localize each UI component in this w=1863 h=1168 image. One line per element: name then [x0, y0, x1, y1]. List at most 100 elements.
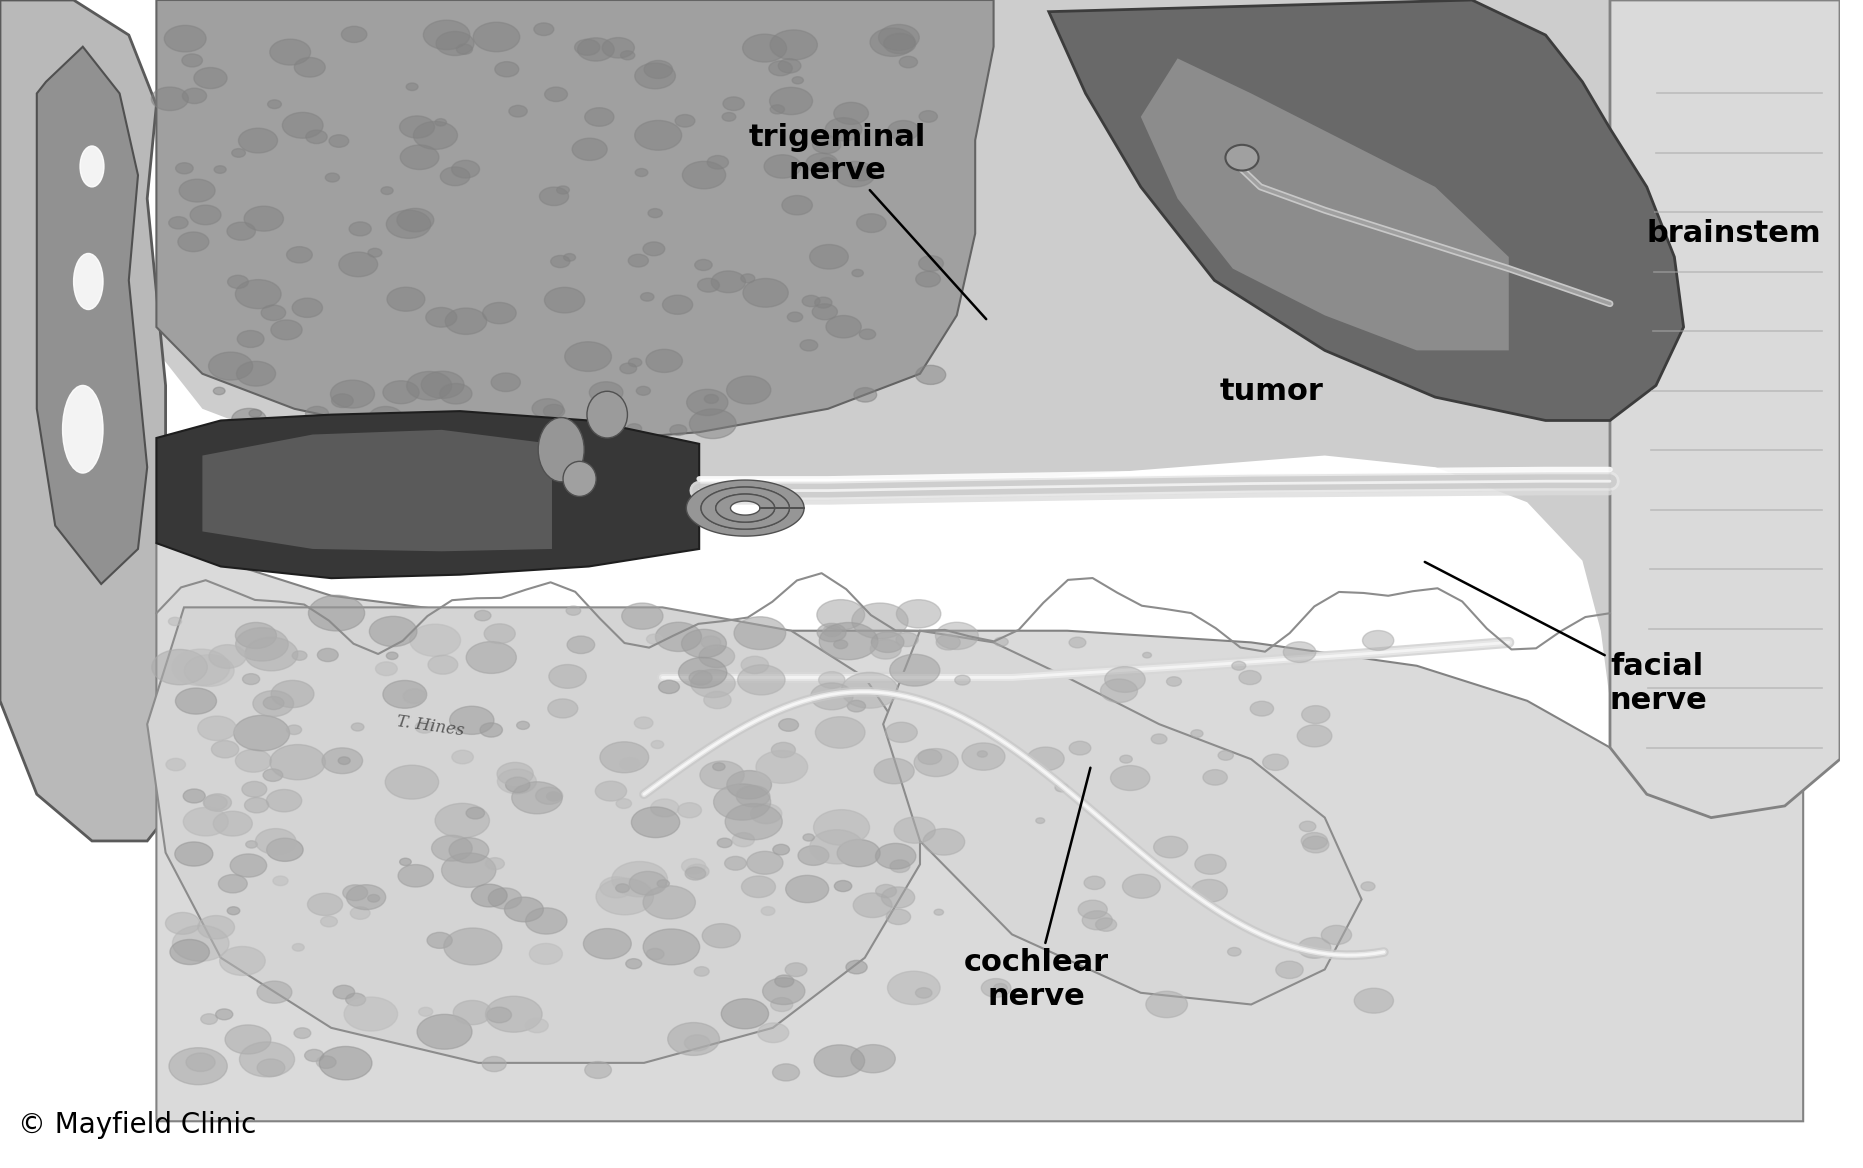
Circle shape — [738, 665, 784, 695]
Circle shape — [486, 857, 505, 870]
Circle shape — [250, 409, 261, 417]
Circle shape — [883, 34, 917, 54]
Circle shape — [784, 962, 807, 976]
Ellipse shape — [75, 253, 102, 310]
Polygon shape — [156, 411, 699, 578]
Circle shape — [481, 723, 503, 737]
Circle shape — [818, 672, 846, 688]
Circle shape — [695, 259, 712, 271]
Circle shape — [769, 105, 784, 114]
Circle shape — [1299, 938, 1330, 958]
Circle shape — [428, 411, 475, 440]
Circle shape — [386, 765, 438, 799]
Circle shape — [622, 603, 663, 630]
Circle shape — [428, 655, 458, 674]
Circle shape — [697, 278, 719, 292]
Circle shape — [814, 1045, 864, 1077]
Circle shape — [326, 173, 339, 182]
Circle shape — [255, 828, 296, 854]
Circle shape — [658, 680, 680, 694]
Circle shape — [564, 342, 611, 371]
Circle shape — [922, 828, 965, 855]
Circle shape — [859, 329, 876, 340]
Polygon shape — [700, 487, 790, 529]
Circle shape — [186, 1054, 214, 1071]
Circle shape — [209, 352, 253, 380]
Circle shape — [816, 599, 864, 630]
Circle shape — [674, 114, 695, 127]
Circle shape — [656, 623, 702, 652]
Circle shape — [341, 27, 367, 42]
Circle shape — [851, 603, 907, 639]
Circle shape — [347, 884, 386, 910]
Circle shape — [237, 361, 276, 387]
Circle shape — [266, 790, 302, 812]
Circle shape — [626, 424, 641, 433]
Circle shape — [483, 1057, 507, 1072]
Circle shape — [388, 287, 425, 311]
Circle shape — [900, 56, 917, 68]
Circle shape — [851, 270, 863, 277]
Circle shape — [725, 804, 782, 840]
Circle shape — [723, 112, 736, 121]
Circle shape — [257, 981, 292, 1003]
Circle shape — [473, 22, 520, 51]
Circle shape — [825, 118, 863, 141]
Circle shape — [1263, 755, 1289, 771]
Circle shape — [231, 854, 266, 877]
Circle shape — [876, 843, 917, 869]
Circle shape — [648, 209, 663, 217]
Circle shape — [628, 255, 648, 267]
Circle shape — [235, 279, 281, 308]
Circle shape — [799, 340, 818, 350]
Polygon shape — [686, 480, 805, 536]
Circle shape — [449, 837, 488, 863]
Circle shape — [836, 840, 879, 867]
Circle shape — [704, 691, 730, 709]
Circle shape — [537, 787, 563, 805]
Circle shape — [741, 273, 755, 283]
Circle shape — [1302, 836, 1328, 853]
Circle shape — [699, 645, 734, 668]
Circle shape — [432, 835, 471, 861]
Circle shape — [682, 858, 706, 874]
Circle shape — [488, 888, 522, 909]
Circle shape — [496, 62, 518, 77]
Text: T. Hines: T. Hines — [395, 714, 466, 739]
Circle shape — [894, 818, 935, 843]
Circle shape — [505, 897, 544, 922]
Circle shape — [741, 656, 769, 674]
Circle shape — [1300, 833, 1328, 849]
Circle shape — [816, 717, 864, 749]
Circle shape — [287, 725, 302, 735]
Circle shape — [306, 406, 328, 420]
Circle shape — [714, 784, 771, 820]
Text: brainstem: brainstem — [1647, 220, 1822, 248]
Circle shape — [453, 750, 473, 764]
Circle shape — [1110, 765, 1149, 791]
Circle shape — [1362, 631, 1394, 651]
Circle shape — [386, 652, 399, 660]
Circle shape — [292, 298, 322, 318]
Circle shape — [1302, 705, 1330, 723]
Circle shape — [1101, 679, 1138, 702]
Circle shape — [317, 648, 339, 661]
Circle shape — [764, 154, 801, 179]
Ellipse shape — [63, 385, 102, 473]
Circle shape — [641, 293, 654, 301]
Circle shape — [451, 160, 479, 178]
Circle shape — [183, 807, 229, 836]
Polygon shape — [1049, 0, 1684, 420]
Text: © Mayfield Clinic: © Mayfield Clinic — [19, 1111, 257, 1139]
Circle shape — [853, 892, 892, 918]
Text: facial
nerve: facial nerve — [1425, 562, 1708, 715]
Circle shape — [779, 718, 799, 731]
Circle shape — [915, 366, 946, 384]
Circle shape — [578, 37, 615, 61]
Circle shape — [170, 939, 209, 965]
Text: tumor: tumor — [1220, 377, 1325, 405]
Circle shape — [635, 120, 682, 151]
Circle shape — [423, 20, 469, 50]
Circle shape — [235, 627, 289, 661]
Circle shape — [434, 119, 447, 126]
